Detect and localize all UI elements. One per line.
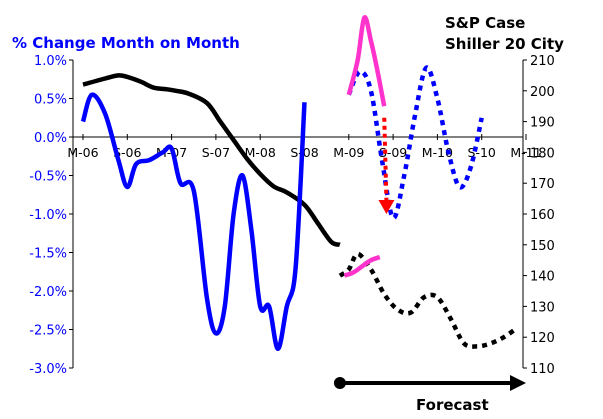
series-line-mom-change-alternative: [346, 15, 387, 107]
right-axis-title-line1: S&P Case: [445, 14, 525, 32]
right-tick-label: 130: [530, 300, 555, 315]
right-tick-label: 200: [530, 85, 555, 100]
left-tick-label: -2.0%: [29, 285, 67, 300]
forecast-label: Forecast: [416, 396, 489, 414]
right-tick-label: 160: [530, 208, 555, 223]
left-tick-label: 0.0%: [34, 131, 67, 146]
left-tick-label: -1.5%: [29, 247, 67, 262]
x-tick-label: M-10: [422, 145, 453, 160]
x-tick-label: S-06: [113, 145, 141, 160]
right-tick-label: 180: [530, 146, 555, 161]
left-tick-label: -1.0%: [29, 208, 67, 223]
right-tick-label: 210: [530, 54, 555, 69]
right-tick-label: 190: [530, 116, 555, 131]
forecast-dotted-arrow-shaft: [382, 117, 389, 203]
x-tick-label: S-07: [202, 145, 230, 160]
right-tick-label: 150: [530, 239, 555, 254]
series-line-case-shiller-actual: [82, 73, 341, 248]
x-tick-label: S-08: [290, 145, 318, 160]
series-line-case-shiller-alternative: [343, 254, 381, 278]
forecast-dotted-arrow-head: [378, 200, 395, 214]
left-tick-label: -2.5%: [29, 324, 67, 339]
right-tick-label: 120: [530, 331, 555, 346]
right-tick-label: 110: [530, 362, 555, 377]
left-tick-label: 1.0%: [34, 54, 67, 69]
left-tick-label: 0.5%: [34, 93, 67, 108]
right-tick-label: 140: [530, 270, 555, 285]
right-axis-title-line2: Shiller 20 City: [445, 35, 564, 53]
series-line-case-shiller-forecast: [338, 251, 519, 349]
x-tick-label: M-11: [510, 145, 541, 160]
left-tick-label: -3.0%: [29, 362, 67, 377]
x-tick-label: M-08: [245, 145, 276, 160]
right-tick-label: 170: [530, 177, 555, 192]
x-tick-label: M-09: [333, 145, 364, 160]
series-line-mom-change-actual: [80, 92, 307, 352]
forecast-arrow-head: [510, 375, 526, 391]
x-tick-label: S-09: [379, 145, 407, 160]
series-line-mom-change-forecast: [346, 65, 484, 221]
left-tick-label: -0.5%: [29, 170, 67, 185]
left-axis-title: % Change Month on Month: [12, 34, 240, 52]
x-tick-label: M-06: [67, 145, 98, 160]
